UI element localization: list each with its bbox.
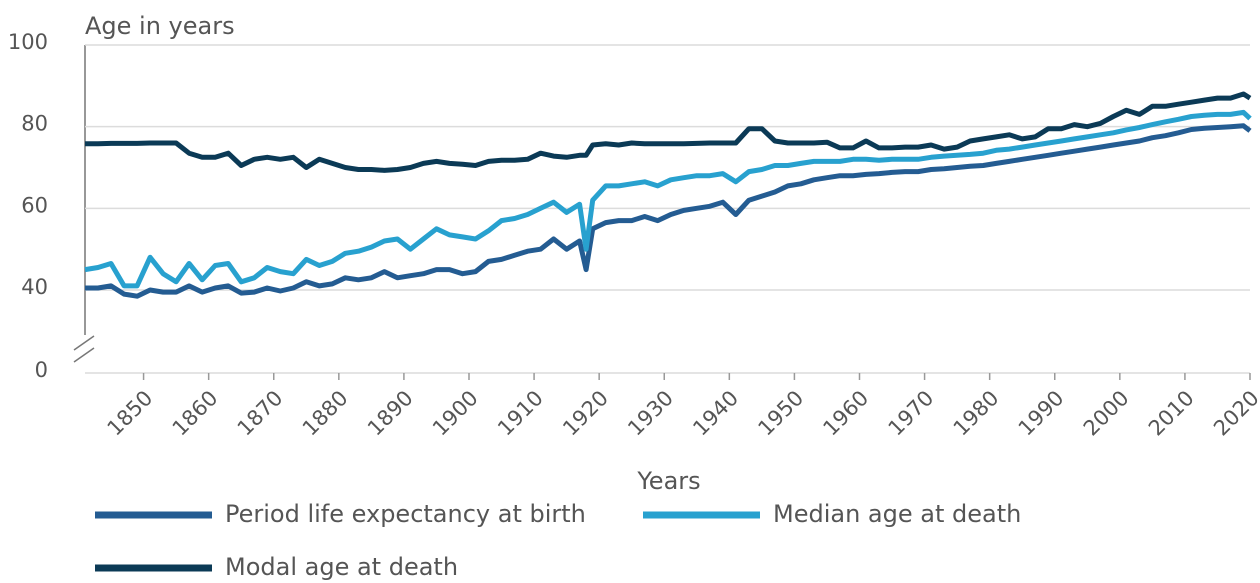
x-tick-label: 1960 bbox=[819, 386, 874, 441]
x-tick-label: 1860 bbox=[168, 386, 223, 441]
x-tick-label: 1930 bbox=[623, 386, 678, 441]
y-tick-label: 40 bbox=[21, 275, 48, 299]
break-mark bbox=[73, 335, 95, 351]
series-line bbox=[84, 109, 1252, 289]
x-tick-label: 2020 bbox=[1209, 386, 1260, 441]
x-axis-title: Years bbox=[636, 467, 700, 495]
y-axis-title: Age in years bbox=[85, 12, 235, 40]
x-tick-label: 1970 bbox=[884, 386, 939, 441]
x-tick-label: 1900 bbox=[428, 386, 483, 441]
x-tick-label: 1940 bbox=[688, 386, 743, 441]
y-tick-label: 80 bbox=[21, 112, 48, 136]
y-tick-label: 0 bbox=[35, 358, 48, 382]
axis-break bbox=[73, 45, 95, 363]
x-tick-label: 1980 bbox=[949, 386, 1004, 441]
x-tick-label: 1950 bbox=[753, 386, 808, 441]
x-tick-label: 1850 bbox=[103, 386, 158, 441]
x-tick-label: 1920 bbox=[558, 386, 613, 441]
x-tick-label: 1910 bbox=[493, 386, 548, 441]
x-tick-label: 2010 bbox=[1144, 386, 1199, 441]
y-tick-label: 100 bbox=[8, 30, 48, 54]
legend-label: Period life expectancy at birth bbox=[225, 500, 586, 528]
series-line bbox=[85, 91, 1252, 173]
break-mark bbox=[73, 347, 95, 363]
series-line bbox=[85, 123, 1252, 299]
x-tick-label: 1870 bbox=[233, 386, 288, 441]
x-tick-label: 1880 bbox=[298, 386, 353, 441]
y-tick-label: 60 bbox=[21, 193, 48, 217]
legend-label: Modal age at death bbox=[225, 553, 458, 581]
x-tick-label: 2000 bbox=[1079, 386, 1134, 441]
legend-label: Median age at death bbox=[773, 500, 1021, 528]
x-tick-label: 1890 bbox=[363, 386, 418, 441]
x-tick-label: 1990 bbox=[1014, 386, 1069, 441]
